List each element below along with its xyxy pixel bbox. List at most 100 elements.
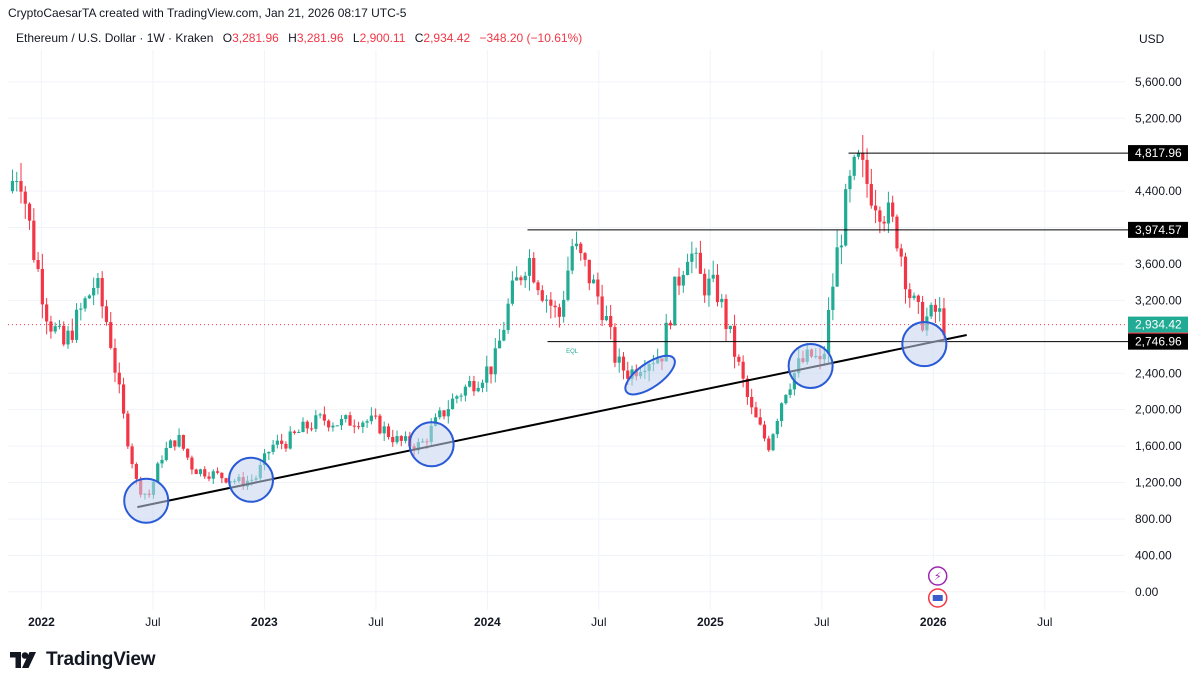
candle-body [920, 301, 925, 331]
candle-body [527, 258, 532, 276]
candle-body [369, 415, 373, 422]
candle-body [339, 418, 344, 426]
y-tick-label: 5,200.00 [1135, 111, 1182, 125]
candle-body [160, 459, 164, 464]
open-value: 3,281.96 [232, 31, 279, 45]
candle-body [715, 274, 720, 303]
candle-body [767, 438, 771, 451]
candle-body [305, 421, 309, 429]
candle-body [177, 434, 181, 447]
symbol-name[interactable]: Ethereum / U.S. Dollar · 1W · Kraken [16, 31, 214, 45]
candle-body [835, 247, 839, 287]
candle-body [562, 299, 566, 317]
y-tick-label: 3,600.00 [1135, 257, 1182, 271]
candle-body [463, 386, 467, 396]
price-badge [1128, 221, 1188, 238]
candle-body [903, 256, 908, 290]
candle-body [728, 325, 732, 330]
candle-body [399, 436, 403, 441]
candle-body [40, 268, 44, 305]
y-tick-label: 5,600.00 [1135, 75, 1182, 89]
candle-body [117, 372, 121, 385]
candle-body [92, 287, 96, 296]
candle-body [403, 436, 408, 441]
candle-body [873, 205, 878, 211]
candle-body [57, 325, 62, 327]
chart-caption: CryptoCaesarTA created with TradingView.… [8, 6, 407, 20]
candle-body [912, 295, 916, 299]
change-value: −348.20 (−10.61%) [479, 31, 583, 45]
candle-body [485, 366, 489, 383]
candles-layer [10, 135, 946, 500]
highlight-circle [901, 321, 948, 368]
candle-body [762, 424, 767, 439]
candle-body [698, 252, 702, 274]
candle-body [190, 457, 194, 470]
y-tick-label: 3,200.00 [1135, 293, 1182, 307]
price-badge-label: 4,817.96 [1135, 146, 1182, 160]
candle-body [442, 410, 446, 417]
candle-body [878, 210, 882, 222]
y-tick-label: 2,400.00 [1135, 366, 1182, 380]
candle-body [96, 277, 100, 288]
candle-body [869, 183, 873, 206]
candle-body [882, 221, 886, 224]
candle-body [121, 384, 126, 414]
candle-body [70, 330, 74, 340]
candle-body [724, 298, 728, 330]
candle-body [322, 414, 326, 421]
candle-body [600, 296, 604, 321]
candle-body [49, 321, 53, 332]
x-tick-label: 2026 [920, 615, 947, 629]
candle-body [327, 420, 331, 428]
price-badge-label: 2,934.42 [1135, 318, 1182, 332]
candle-body [779, 403, 784, 421]
candle-body [181, 434, 185, 449]
candle-body [532, 258, 536, 283]
candle-body [673, 276, 677, 326]
candle-body [771, 434, 775, 451]
candle-body [126, 413, 130, 447]
tradingview-logo-icon [10, 652, 36, 668]
candle-body [540, 290, 544, 301]
highlight-circle [787, 342, 834, 389]
candle-body [374, 415, 378, 417]
x-tick-label: 2022 [28, 615, 55, 629]
highlight-circle [408, 421, 455, 468]
candle-body [476, 387, 480, 392]
x-tick-label: Jul [368, 615, 383, 629]
y-tick-label: 4,400.00 [1135, 184, 1182, 198]
candle-body [741, 361, 745, 379]
candle-body [134, 464, 138, 479]
lightning-icon [927, 566, 948, 586]
candle-body [694, 252, 698, 254]
x-tick-label: 2025 [697, 615, 724, 629]
candle-body [480, 382, 485, 388]
candle-body [587, 259, 591, 284]
candle-body [865, 159, 869, 184]
low-value: 2,900.11 [359, 31, 406, 45]
candle-body [938, 308, 942, 312]
candle-body [113, 347, 117, 373]
x-tick-label: Jul [814, 615, 829, 629]
drawings-layer: EQL ⚡ [8, 152, 1128, 608]
candle-body [446, 409, 450, 417]
candle-body [284, 443, 288, 449]
tradingview-logo[interactable]: TradingView [10, 649, 156, 671]
candle-body [711, 274, 715, 279]
candle-body [352, 425, 356, 427]
candle-body [203, 469, 207, 477]
candle-body [916, 295, 920, 302]
candle-body [10, 181, 15, 192]
candle-body [87, 295, 91, 299]
candle-body [79, 308, 83, 310]
y-tick-label: 0.00 [1135, 585, 1159, 599]
candle-body [626, 370, 630, 379]
candle-body [168, 440, 173, 448]
open-label: O [222, 31, 233, 45]
y-tick-label: 800.00 [1135, 512, 1172, 526]
price-badge [1128, 333, 1188, 350]
candle-body [83, 298, 87, 309]
candle-body [309, 428, 314, 430]
